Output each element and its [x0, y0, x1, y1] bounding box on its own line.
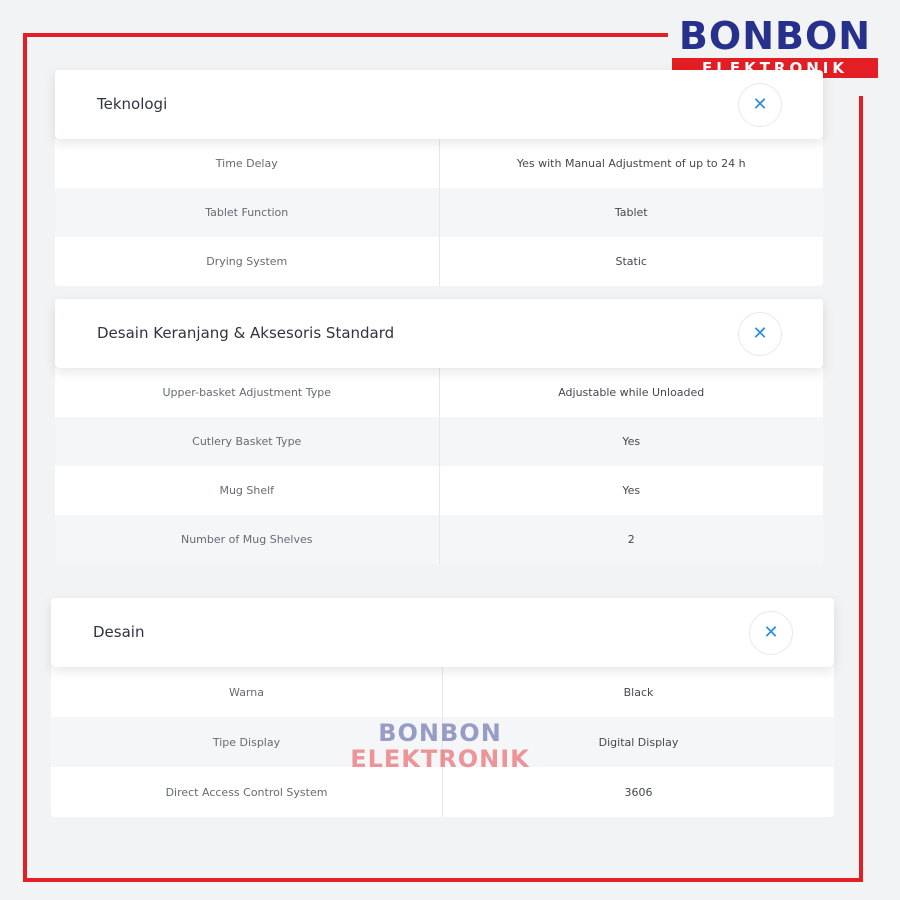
table-row: Drying System Static — [55, 237, 823, 286]
spec-table: Time Delay Yes with Manual Adjustment of … — [55, 139, 823, 286]
section-header[interactable]: Desain ✕ — [51, 598, 834, 667]
frame-right — [859, 96, 863, 882]
section-header[interactable]: Desain Keranjang & Aksesoris Standard ✕ — [55, 299, 823, 368]
section-title: Desain — [93, 623, 145, 641]
spec-label: Mug Shelf — [219, 484, 275, 497]
spec-value: Yes with Manual Adjustment of up to 24 h — [438, 139, 824, 188]
spec-value: 2 — [438, 515, 824, 564]
section-desain: Desain ✕ Warna Black Tipe Display Digital … — [51, 598, 834, 817]
section-desain-keranjang: Desain Keranjang & Aksesoris Standard ✕ … — [55, 299, 823, 564]
table-row: Direct Access Control System 3606 — [51, 767, 834, 817]
spec-label: Tablet Function — [205, 206, 289, 219]
close-icon[interactable]: ✕ — [738, 83, 782, 127]
spec-label: Cutlery Basket Type — [192, 435, 302, 448]
frame-left — [23, 33, 27, 882]
brand-logo: BONBON ELEKTRONIK — [672, 16, 878, 78]
spec-label: Tipe Display — [212, 735, 281, 749]
spec-value: Tablet — [438, 188, 824, 237]
table-row: Upper-basket Adjustment Type Adjustable w… — [55, 368, 823, 417]
spec-label: Time Delay — [215, 157, 278, 170]
spec-label: Direct Access Control System — [165, 785, 328, 799]
table-row: Cutlery Basket Type Yes — [55, 417, 823, 466]
logo-line1: BONBON — [678, 14, 872, 58]
table-row: Tablet Function Tablet — [55, 188, 823, 237]
spec-label: Number of Mug Shelves — [180, 533, 313, 546]
frame-bottom — [23, 878, 863, 882]
spec-value: Digital Display — [442, 717, 834, 767]
spec-label: Drying System — [206, 255, 288, 268]
spec-value: Black — [442, 667, 834, 717]
spec-value: Adjustable while Unloaded — [438, 368, 824, 417]
section-title: Desain Keranjang & Aksesoris Standard — [97, 324, 395, 342]
section-teknologi: Teknologi ✕ Time Delay Yes with Manual Ad… — [55, 70, 823, 286]
table-row: Mug Shelf Yes — [55, 466, 823, 515]
spec-table: Upper-basket Adjustment Type Adjustable w… — [55, 368, 823, 564]
spec-value: Yes — [438, 417, 824, 466]
watermark-line1: BONBON — [378, 719, 502, 747]
spec-value: Yes — [438, 466, 824, 515]
table-row: Warna Black — [51, 667, 834, 717]
close-icon[interactable]: ✕ — [738, 312, 782, 356]
watermark: BONBON ELEKTRONIK — [330, 720, 550, 772]
close-icon[interactable]: ✕ — [749, 611, 793, 655]
table-row: Time Delay Yes with Manual Adjustment of … — [55, 139, 823, 188]
spec-table: Warna Black Tipe Display Digital Display D… — [51, 667, 834, 817]
watermark-line2: ELEKTRONIK — [350, 745, 530, 773]
section-title: Teknologi — [97, 95, 168, 113]
spec-label: Warna — [229, 685, 264, 699]
spec-value: 3606 — [442, 767, 834, 817]
table-row: Tipe Display Digital Display — [51, 717, 834, 767]
spec-label: Upper-basket Adjustment Type — [162, 386, 332, 399]
spec-value: Static — [438, 237, 824, 286]
section-header[interactable]: Teknologi ✕ — [55, 70, 823, 139]
frame-top — [23, 33, 668, 37]
table-row: Number of Mug Shelves 2 — [55, 515, 823, 564]
